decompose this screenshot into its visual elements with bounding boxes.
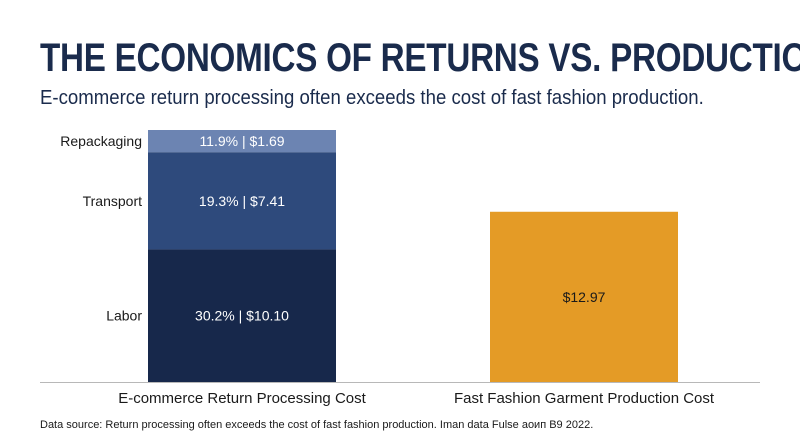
bar-segment-production bbox=[490, 211, 678, 382]
data-source-note: Data source: Return processing often exc… bbox=[40, 419, 594, 431]
bar-segment-transport bbox=[148, 152, 336, 250]
bar-segment-labor bbox=[148, 249, 336, 382]
segment-name-repackaging: Repackaging bbox=[60, 133, 142, 149]
bar-segment-repackaging bbox=[148, 130, 336, 153]
segment-name-labor: Labor bbox=[106, 308, 142, 324]
data-label-production: $12.97 bbox=[563, 289, 606, 305]
chart-title: THE ECONOMICS OF RETURNS VS. PRODUCTION bbox=[40, 36, 800, 80]
segment-name-transport: Transport bbox=[83, 193, 143, 209]
data-label-labor: 30.2% | $10.10 bbox=[195, 308, 289, 324]
data-label-transport: 19.3% | $7.41 bbox=[199, 193, 285, 209]
category-label: Fast Fashion Garment Production Cost bbox=[454, 390, 715, 407]
category-label: E-commerce Return Processing Cost bbox=[118, 390, 366, 407]
chart-subtitle: E-commerce return processing often excee… bbox=[40, 87, 704, 109]
data-label-repackaging: 11.9% | $1.69 bbox=[199, 133, 284, 149]
